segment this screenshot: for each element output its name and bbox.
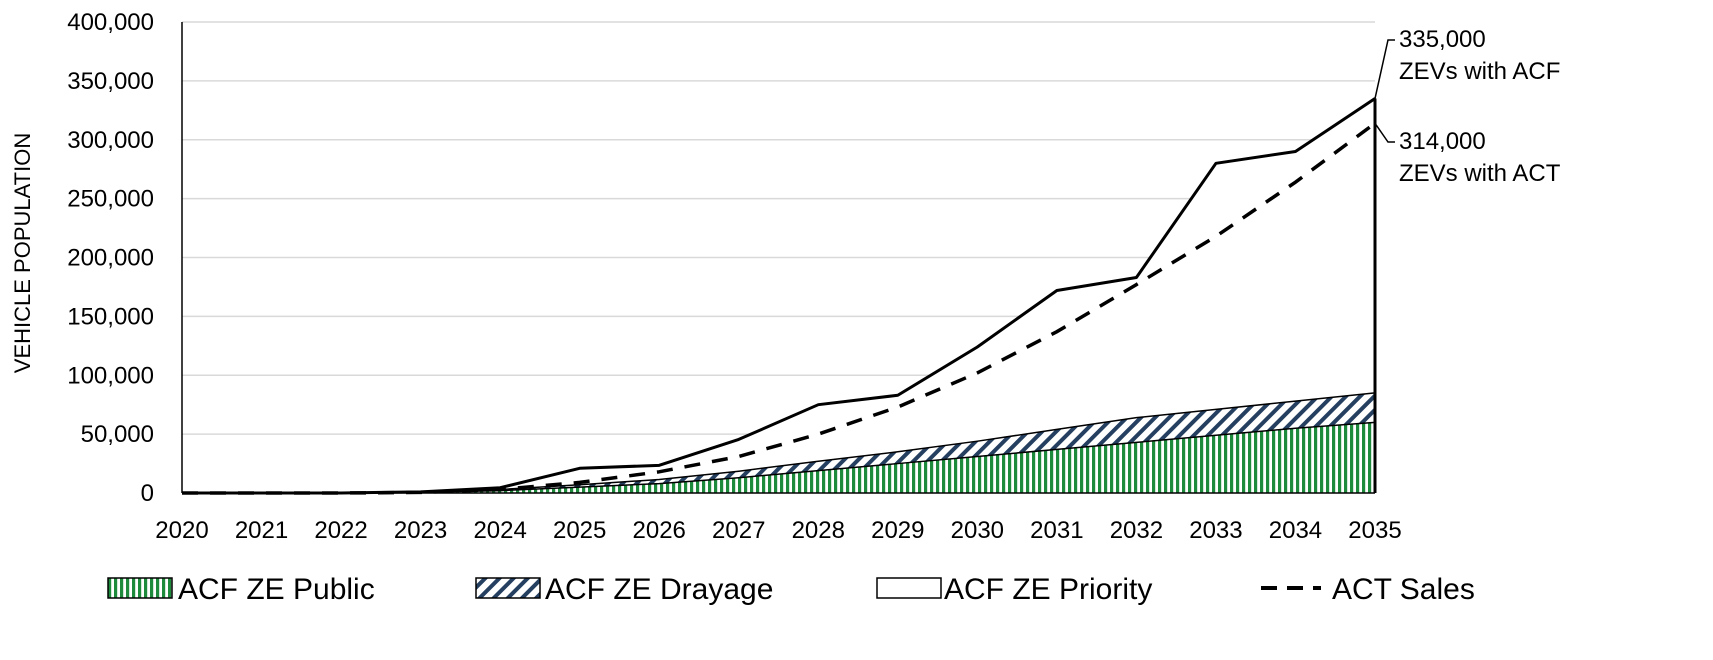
legend-swatch-acf-ze-public (107, 577, 173, 599)
x-tick-label: 2026 (633, 517, 686, 544)
annotations: 335,000 ZEVs with ACF 314,000 ZEVs with ACT (1374, 26, 1561, 187)
y-tick-label: 300,000 (67, 127, 154, 154)
legend: ACF ZE Public ACF ZE Drayage ACF ZE Priori… (107, 573, 1475, 606)
area-acf-ze-drayage (182, 392, 1375, 493)
x-tick-label: 2035 (1348, 517, 1401, 544)
legend-label-acf-ze-drayage: ACF ZE Drayage (545, 573, 773, 606)
x-tick-label: 2027 (712, 517, 765, 544)
x-tick-label: 2023 (394, 517, 447, 544)
x-tick-label: 2028 (792, 517, 845, 544)
x-tick-label: 2033 (1189, 517, 1242, 544)
axes (181, 22, 1375, 494)
annotation-value: 335,000 (1399, 26, 1486, 53)
y-tick-label: 0 (141, 480, 154, 507)
x-tick-label: 2034 (1269, 517, 1322, 544)
annotation-label: ZEVs with ACF (1399, 58, 1560, 85)
annotation-leader (1374, 122, 1395, 143)
y-tick-label: 100,000 (67, 362, 154, 389)
y-axis-label: VEHICLE POPULATION (10, 133, 35, 373)
y-tick-label: 50,000 (81, 421, 154, 448)
x-tick-label: 2032 (1110, 517, 1163, 544)
gridlines (182, 21, 1375, 435)
legend-swatch-acf-ze-priority (876, 577, 942, 599)
x-tick-label: 2031 (1030, 517, 1083, 544)
legend-label-act-sales: ACT Sales (1332, 573, 1475, 606)
legend-label-acf-ze-priority: ACF ZE Priority (944, 573, 1152, 606)
y-tick-label: 350,000 (67, 68, 154, 95)
y-tick-label: 150,000 (67, 303, 154, 330)
x-tick-label: 2020 (155, 517, 208, 544)
area-acf-ze-public (182, 422, 1375, 493)
stacked-areas (182, 98, 1375, 493)
legend-swatch-acf-ze-drayage (475, 577, 541, 599)
annotation-value: 314,000 (1399, 128, 1486, 155)
x-tick-labels: 2020 2021 2022 2023 2024 2025 2026 2027 2028 2029… (155, 517, 1401, 544)
y-tick-label: 400,000 (67, 9, 154, 36)
y-tick-labels: 0 50,000 100,000 150,000 200,000 250,000 300,0… (67, 9, 154, 507)
y-tick-label: 200,000 (67, 245, 154, 272)
x-tick-label: 2030 (951, 517, 1004, 544)
annotation-leader (1374, 39, 1395, 99)
y-tick-label: 250,000 (67, 186, 154, 213)
x-tick-label: 2029 (871, 517, 924, 544)
x-tick-label: 2022 (314, 517, 367, 544)
x-tick-label: 2024 (473, 517, 526, 544)
area-acf-ze-priority (182, 98, 1375, 493)
legend-label-acf-ze-public: ACF ZE Public (178, 573, 375, 606)
annotation-label: ZEVs with ACT (1399, 160, 1561, 187)
x-tick-label: 2021 (235, 517, 288, 544)
x-tick-label: 2025 (553, 517, 606, 544)
